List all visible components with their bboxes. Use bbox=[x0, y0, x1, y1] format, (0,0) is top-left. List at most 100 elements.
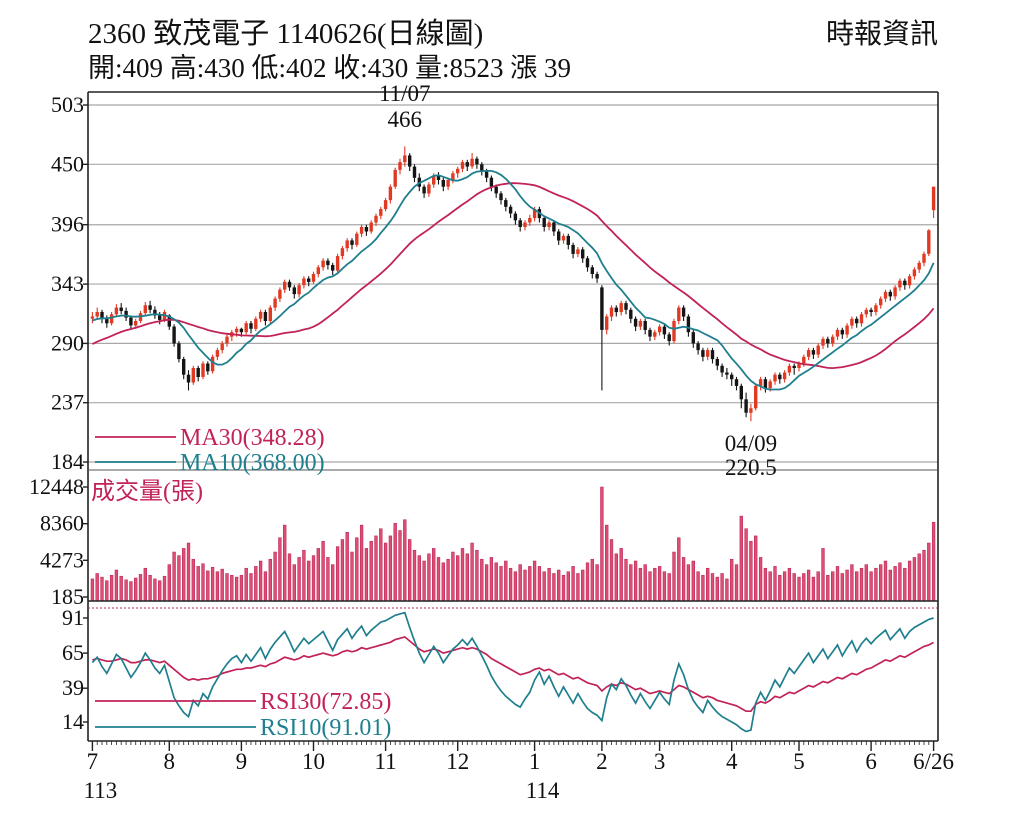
candle-body bbox=[547, 222, 551, 227]
volume-bar bbox=[600, 486, 604, 602]
month-label: 10 bbox=[302, 749, 325, 774]
candle-body bbox=[302, 278, 306, 286]
volume-bar bbox=[648, 571, 652, 602]
candle-body bbox=[153, 309, 157, 316]
volume-bars bbox=[90, 486, 936, 602]
volume-bar bbox=[691, 560, 695, 602]
year-label: 114 bbox=[526, 778, 560, 803]
candle-body bbox=[489, 177, 494, 187]
volume-bar bbox=[287, 553, 292, 602]
volume-bar bbox=[898, 562, 902, 602]
volume-bar bbox=[850, 564, 854, 602]
volume-bar bbox=[138, 574, 143, 602]
volume-bar bbox=[129, 581, 133, 602]
volume-bar bbox=[835, 566, 840, 602]
candle-body bbox=[345, 240, 349, 249]
volume-bar bbox=[230, 575, 234, 602]
volume-bar bbox=[143, 567, 147, 602]
volume-bar bbox=[734, 564, 739, 602]
candle-body bbox=[350, 240, 354, 245]
candle-body bbox=[258, 312, 263, 319]
volume-axis-labels: 12448 8360 4273 185 bbox=[29, 474, 88, 609]
volume-bar bbox=[590, 558, 594, 602]
ma30-legend-label: MA30(348.28) bbox=[180, 425, 325, 451]
candle-body bbox=[210, 356, 215, 372]
annotation-text: 466 bbox=[388, 107, 423, 132]
volume-axis-label: 12448 bbox=[29, 474, 84, 499]
candle-body bbox=[249, 323, 253, 329]
volume-bar bbox=[119, 575, 123, 602]
volume-bar bbox=[158, 580, 162, 602]
candle-body bbox=[571, 244, 575, 254]
candle-body bbox=[542, 218, 546, 227]
volume-bar bbox=[754, 535, 758, 602]
candle-body bbox=[196, 368, 200, 377]
volume-bar bbox=[566, 571, 570, 602]
candle-body bbox=[763, 379, 768, 389]
volume-bar bbox=[446, 558, 450, 602]
volume-bar bbox=[432, 548, 436, 602]
volume-bar bbox=[730, 558, 734, 602]
volume-bar bbox=[403, 519, 407, 602]
volume-bar bbox=[744, 528, 748, 602]
volume-bar bbox=[595, 564, 599, 602]
candle-body bbox=[672, 321, 676, 342]
candle-body bbox=[869, 309, 873, 312]
candle-body bbox=[186, 374, 191, 383]
volume-bar bbox=[528, 566, 532, 602]
volume-bar bbox=[715, 576, 719, 602]
ma10-line bbox=[92, 170, 935, 391]
volume-bar bbox=[773, 566, 777, 602]
candle-body bbox=[590, 267, 594, 274]
candle-body bbox=[927, 230, 931, 254]
candle-body bbox=[778, 374, 782, 380]
candle-body bbox=[585, 258, 590, 268]
candle-body bbox=[706, 350, 710, 357]
volume-bar bbox=[460, 548, 465, 602]
candle-body bbox=[412, 166, 417, 178]
volume-bar bbox=[537, 566, 542, 602]
candle-body bbox=[648, 329, 652, 337]
volume-bar bbox=[196, 566, 200, 602]
chart-title: 2360 致茂電子 1140626(日線圖) bbox=[88, 18, 484, 50]
candle-body bbox=[508, 206, 513, 214]
candle-body bbox=[239, 328, 244, 333]
volume-bar bbox=[657, 566, 662, 602]
month-label: 7 bbox=[87, 749, 99, 774]
candle-body bbox=[730, 374, 734, 380]
volume-bar bbox=[408, 539, 412, 602]
candle-body bbox=[177, 343, 181, 360]
volume-bar bbox=[763, 567, 768, 602]
candle-body bbox=[379, 209, 383, 216]
volume-bar bbox=[335, 546, 340, 602]
candle-body bbox=[576, 249, 580, 254]
candle-body bbox=[811, 350, 816, 355]
volume-bar bbox=[273, 551, 277, 602]
rsi-axis-label: 91 bbox=[62, 605, 84, 630]
volume-bar bbox=[417, 555, 421, 602]
candle-body bbox=[124, 310, 128, 318]
candle-body bbox=[465, 162, 469, 167]
candle-body bbox=[355, 233, 359, 245]
volume-bar bbox=[681, 557, 686, 602]
volume-bar bbox=[518, 564, 522, 602]
volume-bar bbox=[619, 548, 623, 602]
candle-body bbox=[220, 343, 224, 351]
volume-bar bbox=[234, 576, 239, 602]
month-label: 5 bbox=[793, 749, 805, 774]
candle-body bbox=[460, 162, 465, 169]
candle-body bbox=[600, 287, 604, 330]
candle-body bbox=[119, 307, 123, 311]
rsi30-line bbox=[92, 635, 934, 713]
rsi-axis-label: 14 bbox=[62, 709, 84, 734]
volume-bar bbox=[532, 560, 537, 602]
candle-body bbox=[859, 314, 864, 324]
candle-body bbox=[427, 184, 431, 194]
volume-bar bbox=[278, 537, 282, 602]
volume-axis-label: 4273 bbox=[40, 547, 84, 572]
year-label: 113 bbox=[84, 778, 118, 803]
volume-bar bbox=[797, 576, 801, 602]
volume-bar bbox=[557, 569, 561, 602]
volume-bar bbox=[191, 558, 195, 602]
volume-bar bbox=[172, 551, 176, 602]
